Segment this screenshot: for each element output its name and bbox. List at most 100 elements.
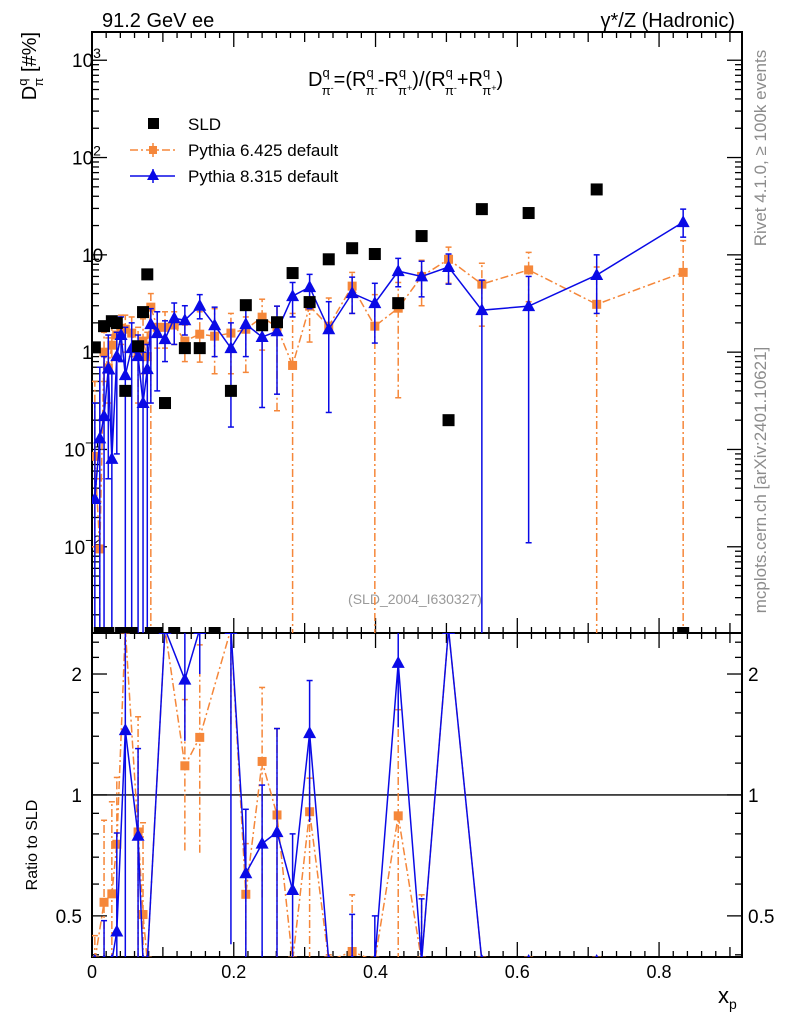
legend-py6-label: Pythia 6.425 default [188, 141, 339, 160]
sld-point [415, 230, 428, 243]
py8-point [255, 330, 269, 343]
sld-point [193, 342, 206, 355]
py8-point [150, 326, 164, 339]
sld-point [271, 316, 284, 329]
sld-point [102, 627, 115, 633]
py8-point [144, 317, 158, 330]
sld-point [368, 248, 381, 261]
sld-point [475, 203, 488, 216]
py8-point [415, 269, 429, 282]
py8-ratio-point [595, 954, 599, 957]
py8-point [391, 264, 405, 277]
x-tick-label: 0.4 [363, 962, 388, 982]
py8-point [368, 296, 382, 309]
py8-point [239, 317, 253, 330]
py8-point [118, 368, 132, 381]
py8-ratio-point [303, 726, 317, 739]
py8-point [93, 431, 107, 444]
py8-point [590, 268, 604, 281]
legend-sld-label: SLD [188, 115, 221, 134]
legend-py8-label: Pythia 8.315 default [188, 167, 339, 186]
ratio-y-tick-label: 2 [71, 665, 82, 686]
py8-point [158, 332, 172, 345]
sld-point [677, 627, 690, 633]
sld-point [522, 207, 535, 220]
py8-ratio-point [391, 655, 405, 668]
py6-point [92, 451, 100, 461]
sld-point [92, 341, 101, 354]
py8-point [676, 215, 690, 228]
py8-point [92, 491, 102, 504]
sld-point [144, 627, 157, 633]
py6-ratio-point [138, 910, 148, 920]
sld-point [159, 397, 172, 410]
py8-point [522, 299, 536, 312]
py8-point [322, 322, 336, 335]
sld-point [208, 627, 221, 633]
x-tick-label: 0.6 [505, 962, 530, 982]
legend: SLD Pythia 6.425 default Pythia 8.315 de… [130, 115, 339, 186]
sld-point [303, 296, 316, 309]
sld-point [110, 317, 123, 330]
py8-point [193, 298, 207, 311]
py8-point [303, 280, 317, 293]
py6-point [257, 312, 267, 322]
sld-point [93, 627, 106, 633]
legend-py8-marker [147, 169, 159, 180]
legend-py6-marker [149, 146, 157, 154]
py6-point [678, 267, 688, 277]
py8-line [94, 221, 684, 500]
sld-point [119, 384, 132, 397]
y-axis-label: Dqπ [#%] [15, 32, 46, 100]
sld-point [137, 306, 150, 319]
py8-point [167, 311, 181, 324]
py6-point [524, 265, 534, 275]
py8-point [131, 349, 145, 362]
py6-point [288, 360, 298, 370]
py8-point [114, 328, 128, 341]
rivet-label: Rivet 4.1.0, ≥ 100k events [751, 50, 770, 246]
sld-point [322, 253, 335, 266]
py8-point [286, 289, 300, 302]
y-tick-label: 103 [72, 45, 101, 72]
sld-point [286, 267, 299, 280]
py8-ratio-point [118, 723, 132, 736]
py8-point [345, 286, 359, 299]
sld-point [256, 319, 269, 332]
py8-point [101, 361, 115, 374]
py6-ratio-line [94, 633, 483, 957]
y-tick-label: 1 [82, 343, 93, 364]
py8-ratio-point [193, 633, 207, 634]
sld-point [442, 414, 455, 427]
py6-point [99, 347, 109, 357]
legend-sld-marker [148, 118, 159, 129]
py8-point [442, 260, 456, 273]
ratio-y-axis-label: Ratio to SLD [24, 800, 41, 891]
watermark: (SLD_2004_I630327) [348, 591, 482, 607]
y-tick-label: 10 [82, 246, 103, 267]
py8-point [97, 409, 111, 422]
py8-ratio-point [102, 954, 106, 957]
header-left: 91.2 GeV ee [102, 10, 214, 32]
py8-ratio-point [527, 954, 531, 957]
x-tick-label: 0.2 [221, 962, 246, 982]
sld-point [392, 297, 405, 310]
py8-ratio-point [350, 954, 354, 957]
x-axis-label: xp [718, 983, 737, 1012]
header-right: γ*/Z (Hadronic) [601, 10, 735, 32]
py8-point [270, 324, 284, 337]
plot-formula: Dq π-=(Rq π--Rq π+)/(Rq π-+Rq π+) [308, 65, 503, 98]
ratio-y-tick-label-right: 1 [748, 786, 759, 807]
mcplots-label: mcplots.cern.ch [arXiv:2401.10621] [751, 347, 770, 613]
py8-point [110, 349, 124, 362]
sld-point [224, 384, 237, 397]
sld-point [141, 268, 154, 281]
x-tick-label: 0.8 [647, 962, 672, 982]
y-tick-label: 102 [72, 143, 101, 170]
py6-point [180, 336, 190, 346]
py6-point [195, 329, 205, 339]
ratio-y-tick-label: 1 [71, 786, 82, 807]
y-tick-label: 10−2 [64, 532, 101, 559]
ratio-y-tick-label-right: 2 [748, 665, 759, 686]
